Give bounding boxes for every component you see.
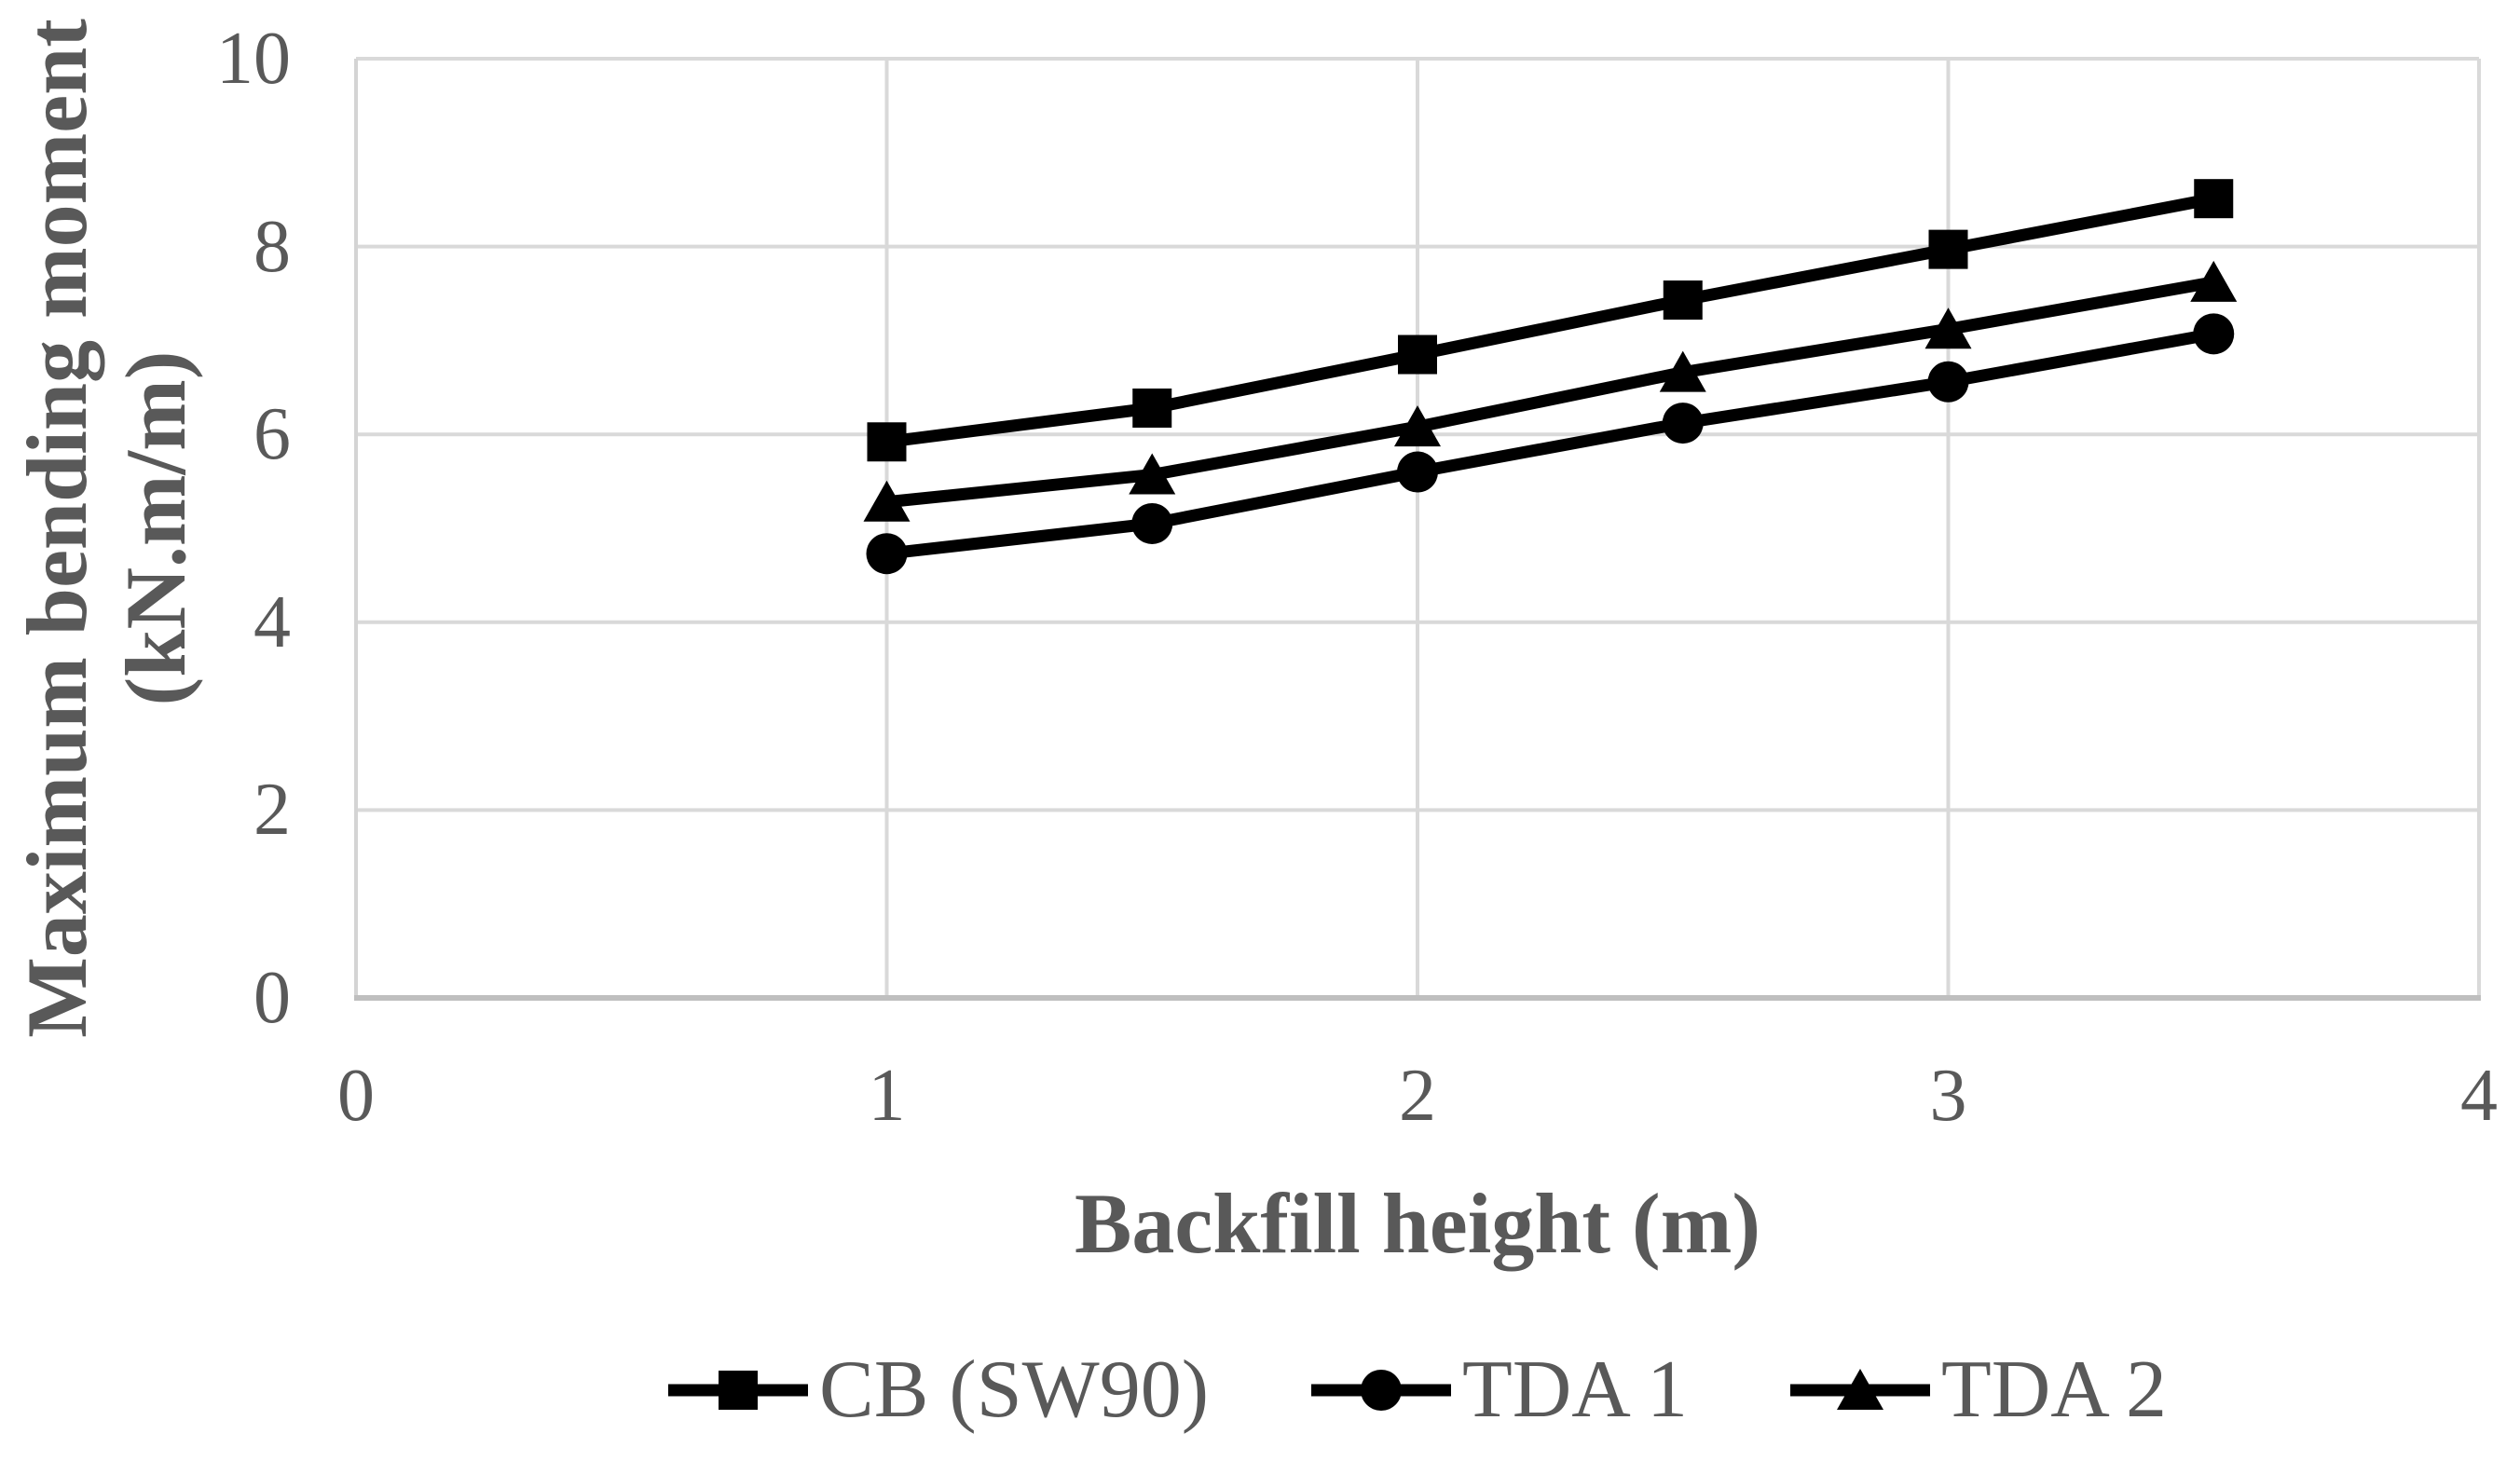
legend-marker-square — [719, 1371, 758, 1410]
series-line-cb-sw90 — [885, 192, 2215, 448]
y-tick-label-0: 0 — [253, 957, 291, 1039]
marker-circle-tda-1-0 — [866, 533, 908, 575]
marker-triangle-tda-2-4 — [1924, 307, 1972, 349]
series-cb-sw90 — [867, 179, 2234, 462]
series-tda-1 — [866, 313, 2235, 575]
legend: CB (SW90) TDA 1 TDA 2 — [356, 1331, 2479, 1450]
legend-item-cb-sw90: CB (SW90) — [668, 1347, 1209, 1433]
y-tick-label-2: 2 — [253, 769, 291, 852]
legend-label-tda-1: TDA 1 — [1462, 1345, 1688, 1435]
gridlines — [354, 57, 2481, 1000]
marker-triangle-tda-2-3 — [1659, 350, 1706, 392]
marker-square-cb-sw90-0 — [867, 422, 907, 462]
marker-triangle-tda-2-0 — [863, 480, 911, 522]
circle-icon — [1311, 1370, 1451, 1411]
square-icon — [668, 1371, 808, 1410]
marker-circle-tda-1-5 — [2193, 313, 2235, 355]
series-line-tda-2 — [885, 276, 2215, 509]
marker-triangle-tda-2-1 — [1129, 453, 1176, 495]
legend-marker-triangle — [1837, 1369, 1883, 1410]
x-tick-label-2: 2 — [1399, 1055, 1436, 1137]
marker-circle-tda-1-1 — [1131, 502, 1173, 544]
marker-circle-tda-1-2 — [1397, 451, 1438, 493]
x-tick-label-1: 1 — [868, 1055, 906, 1137]
series-tda-2 — [863, 260, 2238, 522]
legend-item-tda-1: TDA 1 — [1311, 1347, 1688, 1433]
marker-square-cb-sw90-2 — [1398, 335, 1437, 375]
y-tick-label-10: 10 — [216, 18, 291, 100]
y-tick-label-6: 6 — [253, 393, 291, 476]
y-tick-label-4: 4 — [253, 580, 291, 663]
marker-circle-tda-1-4 — [1927, 361, 1969, 403]
legend-label-cb-sw90: CB (SW90) — [819, 1345, 1209, 1435]
axis-lines — [354, 59, 2481, 1001]
marker-triangle-tda-2-5 — [2190, 260, 2238, 302]
y-axis-title-line2: (kN.m/m) — [108, 350, 203, 706]
marker-triangle-tda-2-2 — [1394, 405, 1441, 447]
marker-square-cb-sw90-1 — [1132, 388, 1172, 428]
triangle-icon — [1790, 1369, 1930, 1410]
legend-label-tda-2: TDA 2 — [1941, 1345, 2167, 1435]
series-line-tda-1 — [885, 327, 2215, 560]
legend-marker-circle — [1361, 1370, 1402, 1411]
y-axis-title: Maximum bending moment (kN.m/m) — [8, 19, 206, 1038]
y-tick-label-8: 8 — [253, 205, 291, 288]
marker-square-cb-sw90-3 — [1663, 280, 1703, 321]
x-tick-label-0: 0 — [337, 1055, 375, 1137]
x-axis-title: Backfill height (m) — [1075, 1176, 1760, 1271]
y-axis-title-line1: Maximum bending moment — [9, 19, 105, 1038]
marker-square-cb-sw90-4 — [1928, 229, 1968, 269]
x-tick-label-3: 3 — [1929, 1055, 1967, 1137]
marker-circle-tda-1-3 — [1662, 403, 1704, 444]
marker-square-cb-sw90-5 — [2194, 179, 2234, 219]
legend-item-tda-2: TDA 2 — [1790, 1347, 2167, 1433]
x-tick-label-4: 4 — [2460, 1055, 2498, 1137]
